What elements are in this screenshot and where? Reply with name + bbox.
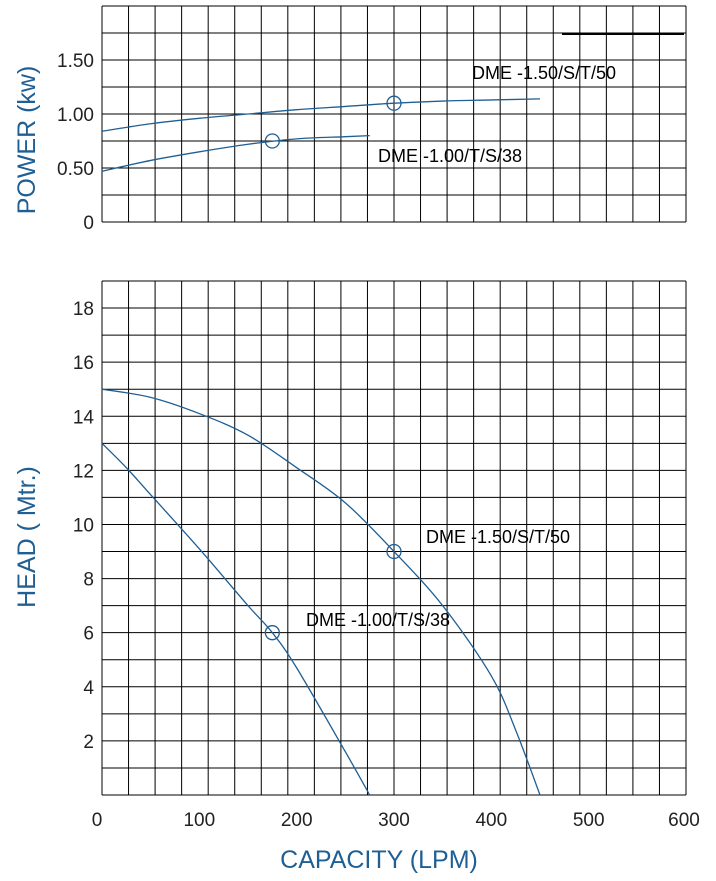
y-tick-label: 14 bbox=[73, 407, 95, 428]
y-tick-label: 18 bbox=[73, 299, 94, 320]
series-line bbox=[101, 388, 541, 796]
x-tick-label: 200 bbox=[281, 810, 313, 831]
x-tick-label: 100 bbox=[183, 810, 215, 831]
series-line bbox=[101, 98, 541, 132]
y-tick-label: 0 bbox=[83, 213, 94, 234]
series-label: DME -1.50/S/T/50 bbox=[426, 527, 570, 547]
head-y-axis-label: HEAD ( Mtr.) bbox=[13, 466, 41, 608]
power-grid bbox=[101, 5, 687, 223]
rated-point-marker bbox=[264, 625, 280, 641]
y-tick-label: 16 bbox=[73, 353, 94, 374]
x-axis-label: CAPACITY (LPM) bbox=[280, 846, 478, 874]
head-series: DME -1.50/S/T/50 DME -1.00/T/S/38 bbox=[101, 388, 570, 796]
y-tick-label: 6 bbox=[83, 624, 94, 645]
y-tick-label: 2 bbox=[83, 732, 94, 753]
y-tick-label: 4 bbox=[83, 678, 94, 699]
x-tick-label: 500 bbox=[573, 810, 605, 831]
y-tick-label: 0.50 bbox=[57, 159, 94, 180]
power-chart-panel: 0 0.50 1.00 1.50 DME -1.50/S/T/50 DME -1.00/… bbox=[13, 5, 687, 234]
x-tick-label: 400 bbox=[475, 810, 507, 831]
x-tick-label: 600 bbox=[668, 810, 700, 831]
y-tick-label: 1.50 bbox=[57, 51, 94, 72]
rated-point-marker bbox=[386, 543, 402, 560]
y-tick-label: 1.00 bbox=[57, 105, 94, 126]
y-tick-label: 10 bbox=[73, 515, 94, 536]
y-tick-label: 12 bbox=[73, 461, 94, 482]
rated-point-marker bbox=[264, 133, 280, 149]
head-y-ticks: 2 4 6 8 10 12 14 16 18 bbox=[73, 299, 95, 753]
x-tick-label: 300 bbox=[378, 810, 410, 831]
power-series: DME -1.50/S/T/50 DME -1.00/T/S/38 bbox=[101, 63, 616, 172]
head-chart-panel: 2 4 6 8 10 12 14 16 18 DME -1.50/S/T/50 DME -1.00… bbox=[13, 280, 687, 796]
series-line bbox=[101, 442, 371, 796]
x-axis-ticks: 0 100 200 300 400 500 600 bbox=[92, 810, 700, 831]
power-y-axis-label: POWER (kw) bbox=[13, 66, 41, 215]
series-line bbox=[101, 134, 370, 172]
x-tick-label: 0 bbox=[92, 810, 103, 831]
series-label: DME -1.50/S/T/50 bbox=[472, 63, 616, 83]
power-y-ticks: 0 0.50 1.00 1.50 bbox=[57, 51, 94, 234]
y-tick-label: 8 bbox=[83, 570, 94, 591]
series-label: DME -1.00/T/S/38 bbox=[378, 146, 522, 166]
series-label: DME -1.00/T/S/38 bbox=[306, 610, 450, 630]
rated-point-marker bbox=[386, 95, 402, 111]
